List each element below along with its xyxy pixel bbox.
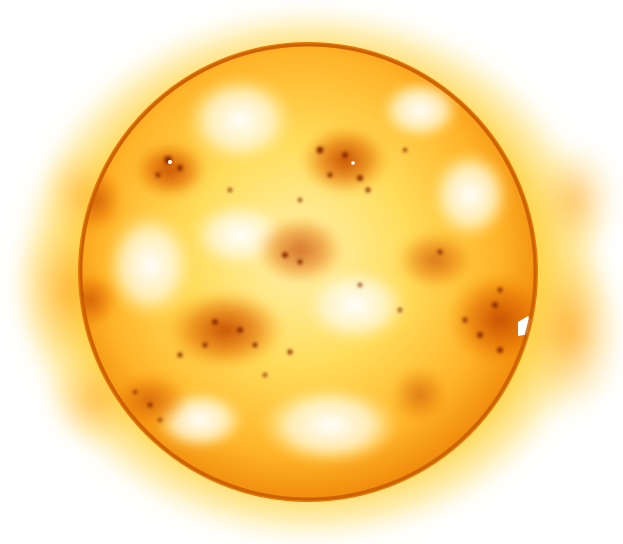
- dark-spots: [80, 146, 503, 422]
- solar-disk: [78, 42, 538, 502]
- bright-regions: [105, 75, 510, 465]
- solar-limb: [79, 43, 537, 501]
